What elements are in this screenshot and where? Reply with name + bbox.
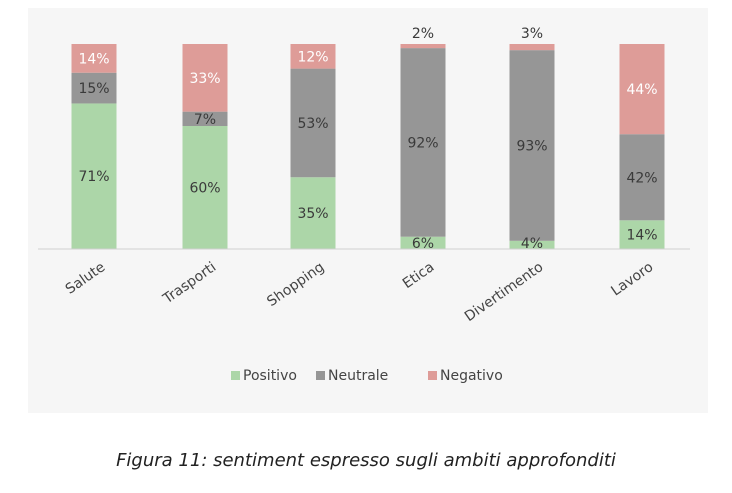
bar-segment-positivo-divertimento — [509, 240, 555, 249]
legend-swatch-neutrale — [316, 371, 325, 380]
segment-label-positivo-salute: 71% — [78, 169, 109, 185]
legend: Positivo Neutrale Negativo — [231, 368, 503, 384]
segment-label-neutrale-etica: 92% — [407, 135, 438, 151]
bar-segment-negativo-divertimento — [509, 44, 555, 51]
legend-label-neutrale: Neutrale — [328, 368, 388, 384]
legend-swatch-positivo — [231, 371, 240, 380]
legend-swatch-negativo — [428, 371, 437, 380]
category-label-lavoro: Lavoro — [608, 259, 656, 299]
legend-label-negativo: Negativo — [440, 368, 503, 384]
bar-segment-positivo-shopping — [290, 177, 336, 249]
category-label-shopping: Shopping — [264, 259, 327, 310]
figure-caption: Figura 11: sentiment espresso sugli ambi… — [116, 450, 616, 471]
bar-segment-neutrale-shopping — [290, 68, 336, 178]
bar-segment-positivo-etica — [400, 236, 446, 249]
segment-label-positivo-etica: 6% — [412, 236, 434, 252]
segment-label-neutrale-shopping: 53% — [297, 116, 328, 132]
bar-segment-negativo-trasporti — [182, 44, 228, 112]
bar-segment-neutrale-lavoro — [619, 134, 665, 221]
bar-segment-positivo-salute — [71, 103, 117, 249]
bar-segment-neutrale-divertimento — [509, 50, 555, 241]
segment-label-negativo-divertimento: 3% — [521, 26, 543, 42]
bar-segment-neutrale-trasporti — [182, 111, 228, 126]
bar-segment-negativo-etica — [400, 44, 446, 49]
segment-label-negativo-trasporti: 33% — [189, 71, 220, 87]
segment-label-negativo-shopping: 12% — [297, 49, 328, 65]
bar-segment-negativo-salute — [71, 44, 117, 73]
bar-segment-positivo-lavoro — [619, 220, 665, 249]
category-label-trasporti: Trasporti — [160, 259, 220, 308]
segment-label-neutrale-lavoro: 42% — [626, 170, 657, 186]
bars-layer — [71, 44, 665, 249]
segment-label-positivo-lavoro: 14% — [626, 228, 657, 244]
segment-label-neutrale-trasporti: 7% — [194, 112, 216, 128]
category-label-salute: Salute — [63, 259, 109, 298]
legend-label-positivo: Positivo — [243, 368, 297, 384]
segment-label-neutrale-salute: 15% — [78, 81, 109, 97]
bar-segment-neutrale-etica — [400, 48, 446, 237]
category-label-etica: Etica — [400, 259, 437, 292]
bar-segment-negativo-lavoro — [619, 44, 665, 135]
segment-labels-layer: 71% 15% 14% 60% 7% 33% 35% 53% 12% 6% 92% 2% 4% 93% 3%… — [78, 26, 657, 252]
segment-label-neutrale-divertimento: 93% — [516, 138, 547, 154]
segment-label-positivo-trasporti: 60% — [189, 181, 220, 197]
bar-segment-negativo-shopping — [290, 44, 336, 69]
segment-label-negativo-etica: 2% — [412, 26, 434, 42]
bar-segment-neutrale-salute — [71, 72, 117, 104]
chart-panel: 71% 15% 14% 60% 7% 33% 35% 53% 12% 6% 92% 2% 4% 93% 3%… — [28, 8, 708, 413]
segment-label-negativo-lavoro: 44% — [626, 82, 657, 98]
category-label-divertimento: Divertimento — [462, 259, 546, 325]
segment-label-positivo-divertimento: 4% — [521, 236, 543, 252]
segment-label-negativo-salute: 14% — [78, 51, 109, 67]
category-labels-layer: Salute Trasporti Shopping Etica Divertimento… — [63, 259, 657, 325]
stacked-bar-chart: 71% 15% 14% 60% 7% 33% 35% 53% 12% 6% 92% 2% 4% 93% 3%… — [38, 26, 690, 384]
bar-segment-positivo-trasporti — [182, 126, 228, 249]
segment-label-positivo-shopping: 35% — [297, 206, 328, 222]
